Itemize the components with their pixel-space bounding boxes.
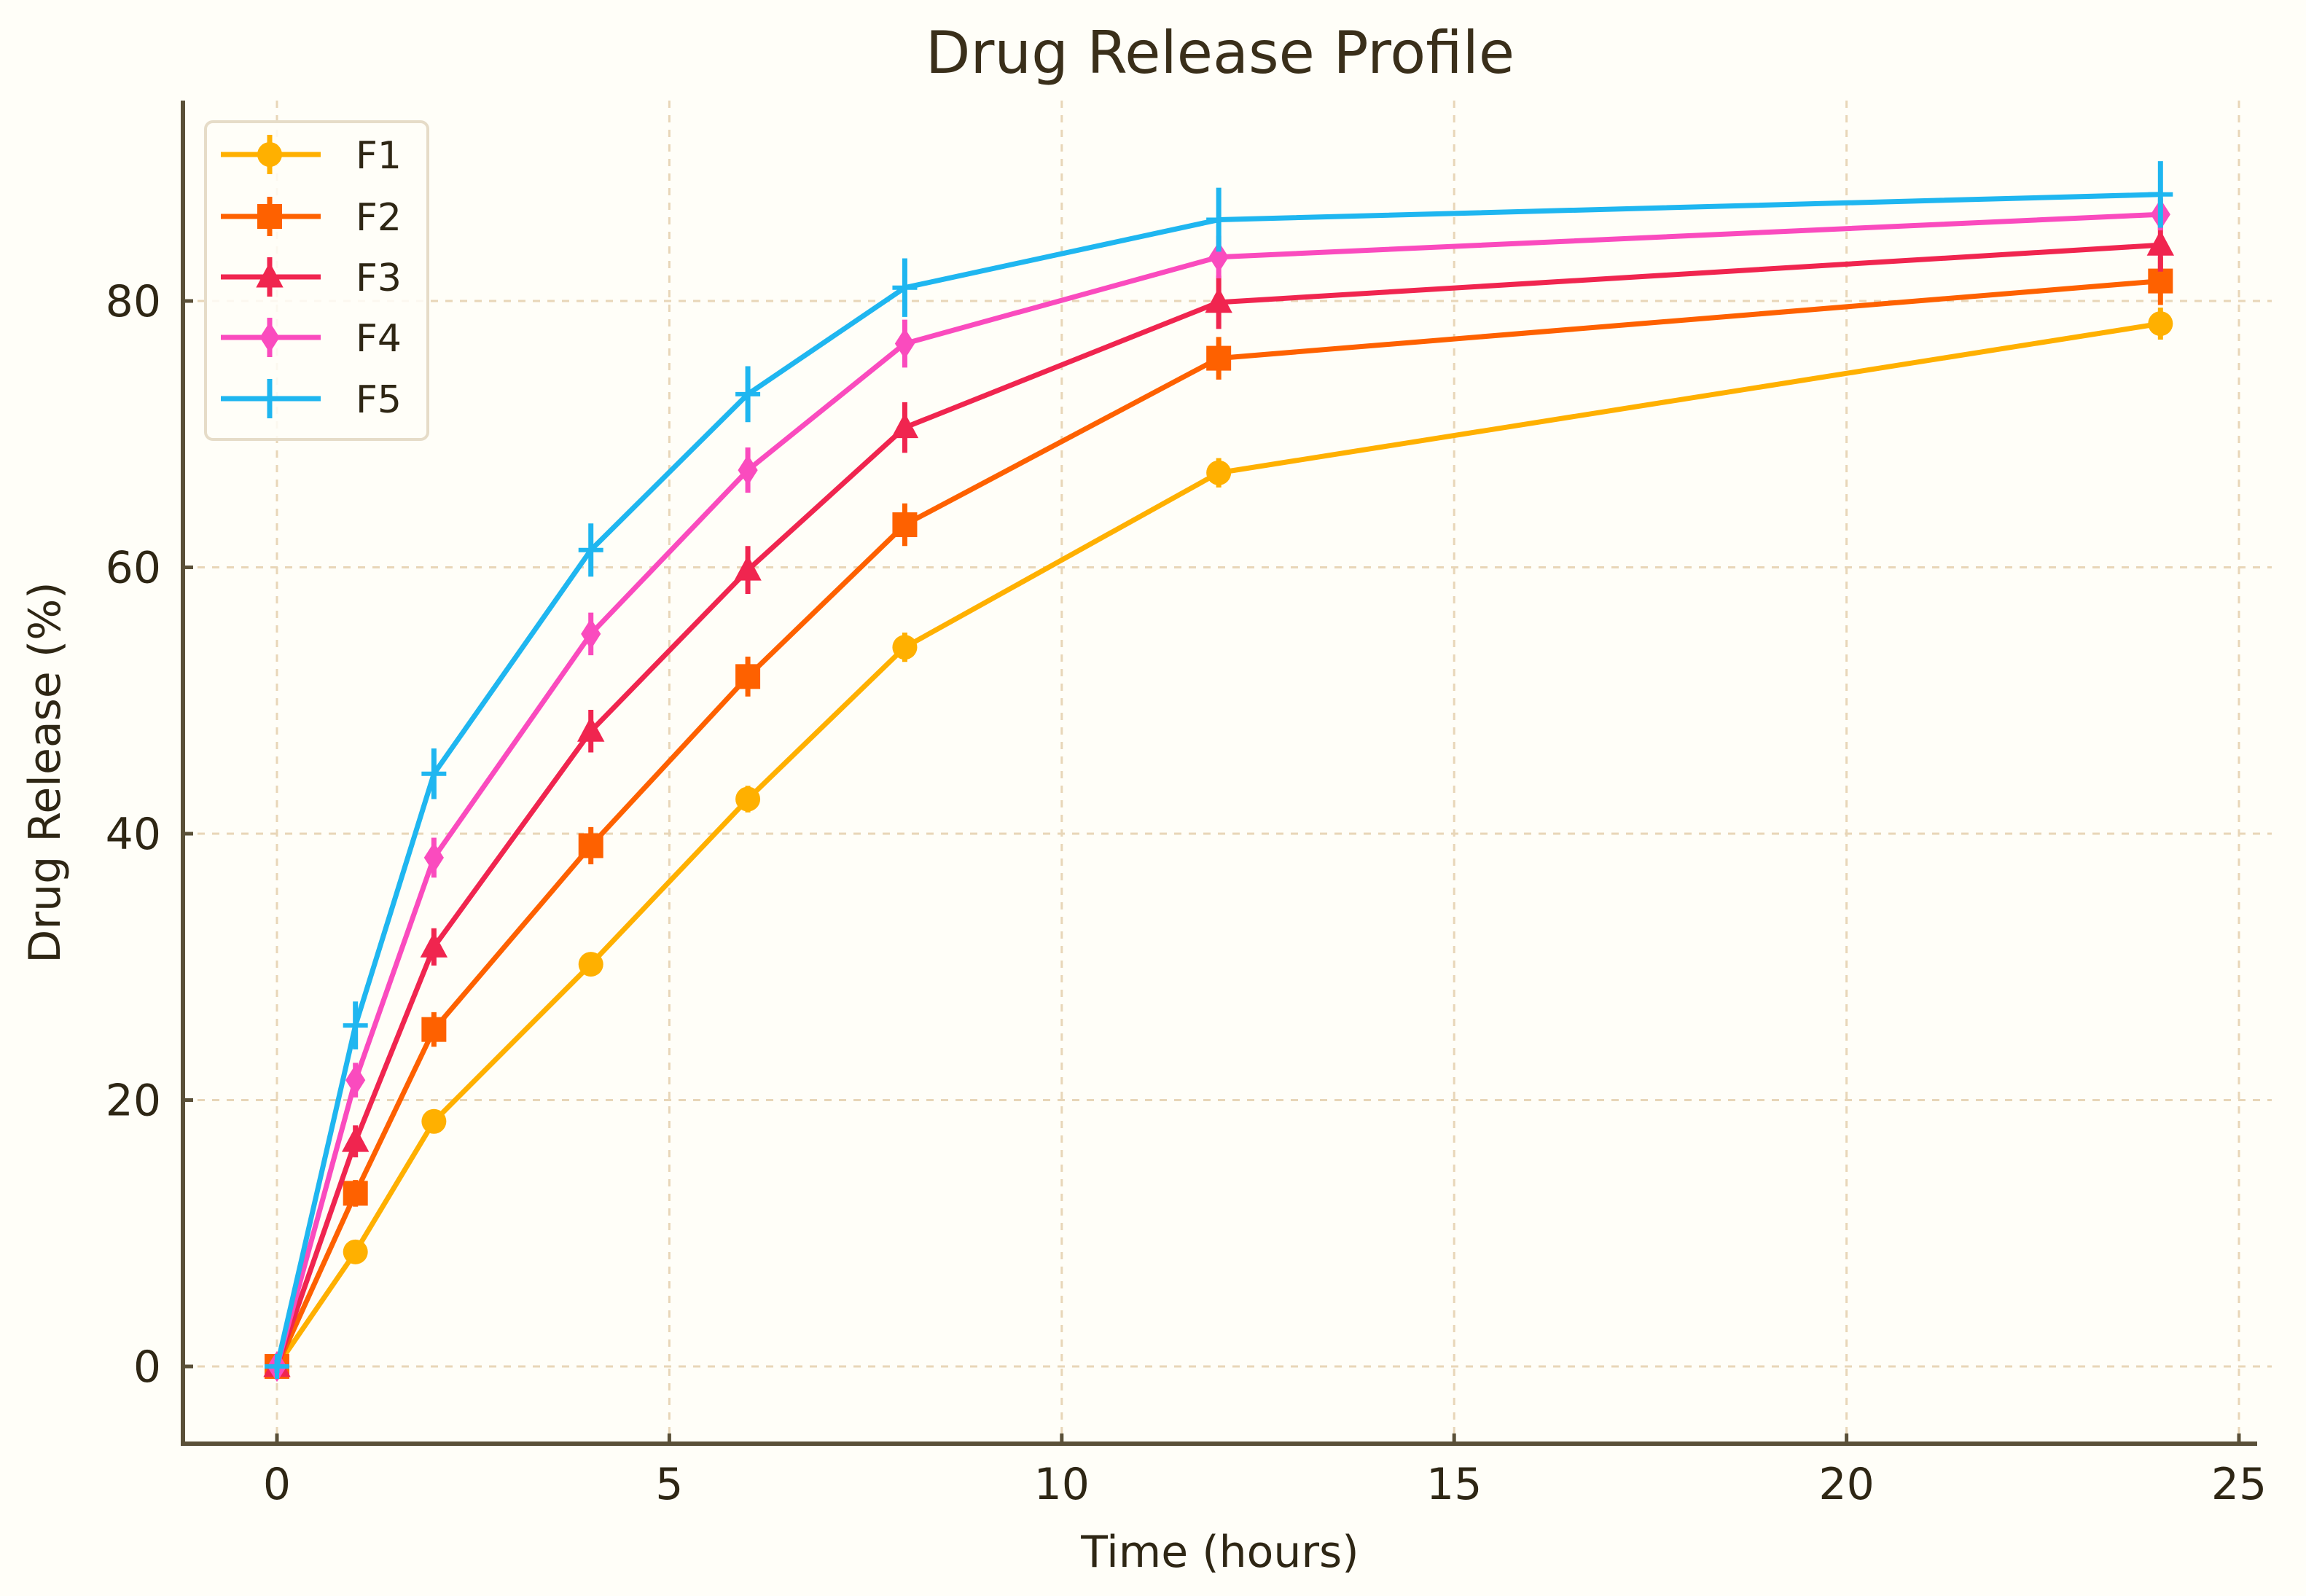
circle-marker-icon (578, 952, 603, 977)
x-tick-label: 25 (2211, 1459, 2267, 1510)
square-marker-icon (735, 664, 761, 689)
plus-marker-icon (421, 761, 447, 786)
series-line (274, 278, 2161, 1368)
circle-marker-icon (421, 1108, 447, 1134)
triangle-marker-icon (420, 931, 448, 958)
plus-marker-icon (578, 537, 603, 563)
x-tick-label: 10 (1034, 1459, 1090, 1510)
diamond-marker-icon (259, 321, 280, 353)
square-marker-icon (421, 1017, 447, 1042)
diamond-marker-icon (1208, 241, 1229, 273)
series-line (275, 321, 2161, 1368)
plus-marker-icon (1206, 207, 1232, 232)
legend-label: F5 (356, 378, 402, 422)
y-axis-ticks: 0 20 40 60 80 (106, 276, 193, 1393)
diamond-marker-icon (345, 1064, 366, 1096)
series-line (274, 242, 2161, 1368)
diamond-marker-icon (738, 454, 758, 486)
triangle-marker-icon (341, 1126, 370, 1152)
series-f3 (263, 218, 2175, 1377)
x-tick-label: 15 (1426, 1459, 1482, 1510)
x-tick-label: 0 (263, 1459, 291, 1510)
y-axis-label: Drug Release (%) (20, 582, 71, 963)
triangle-marker-icon (1205, 287, 1232, 313)
x-tick-label: 20 (1818, 1459, 1874, 1510)
plus-marker-icon (343, 1013, 368, 1038)
y-tick-label: 80 (106, 276, 161, 327)
axes (181, 101, 2257, 1446)
square-marker-icon (892, 512, 918, 538)
square-marker-icon (343, 1181, 368, 1206)
legend-item-f4: F4 (221, 317, 402, 361)
y-tick-label: 0 (133, 1342, 161, 1393)
x-axis-ticks: 0 5 10 15 20 25 (263, 1433, 2267, 1510)
series-f2 (265, 257, 2173, 1379)
square-marker-icon (2148, 268, 2173, 294)
series-line (274, 211, 2161, 1367)
legend-item-f1: F1 (221, 134, 402, 178)
legend-item-f2: F2 (221, 196, 402, 240)
legend-label: F4 (356, 317, 402, 361)
circle-marker-icon (343, 1239, 368, 1264)
legend-label: F3 (356, 257, 402, 300)
legend-label: F2 (356, 196, 402, 240)
series-f5 (265, 161, 2173, 1379)
y-tick-label: 60 (106, 543, 161, 594)
triangle-marker-icon (256, 262, 284, 288)
data-series (263, 161, 2175, 1382)
circle-marker-icon (1206, 460, 1232, 485)
legend: F1 F2 F3 F4 F5 (204, 120, 429, 441)
triangle-marker-icon (734, 555, 762, 581)
legend-label: F1 (356, 134, 402, 178)
diamond-marker-icon (894, 328, 915, 359)
plus-marker-icon (2148, 181, 2173, 207)
triangle-marker-icon (2146, 230, 2175, 256)
diamond-marker-icon (423, 842, 444, 874)
plus-marker-icon (257, 386, 282, 411)
legend-box (204, 120, 429, 441)
y-tick-label: 40 (106, 809, 161, 860)
diamond-marker-icon (581, 618, 601, 650)
legend-item-f5: F5 (221, 378, 402, 422)
y-tick-label: 20 (106, 1076, 161, 1127)
chart-title: Drug Release Profile (926, 19, 1514, 87)
square-marker-icon (257, 204, 282, 229)
circle-marker-icon (735, 786, 761, 812)
series-line (274, 192, 2161, 1367)
x-axis-label: Time (hours) (1080, 1527, 1359, 1578)
series-f4 (267, 198, 2170, 1382)
plus-marker-icon (892, 275, 918, 300)
circle-marker-icon (2148, 311, 2173, 337)
series-f1 (265, 308, 2173, 1379)
square-marker-icon (578, 833, 603, 858)
circle-marker-icon (257, 142, 282, 167)
plus-marker-icon (735, 381, 761, 407)
circle-marker-icon (892, 635, 918, 660)
plus-marker-icon (265, 1354, 289, 1379)
legend-item-f3: F3 (221, 257, 402, 300)
triangle-marker-icon (577, 716, 605, 742)
square-marker-icon (1206, 345, 1232, 371)
x-tick-label: 5 (655, 1459, 683, 1510)
triangle-marker-icon (891, 412, 919, 439)
